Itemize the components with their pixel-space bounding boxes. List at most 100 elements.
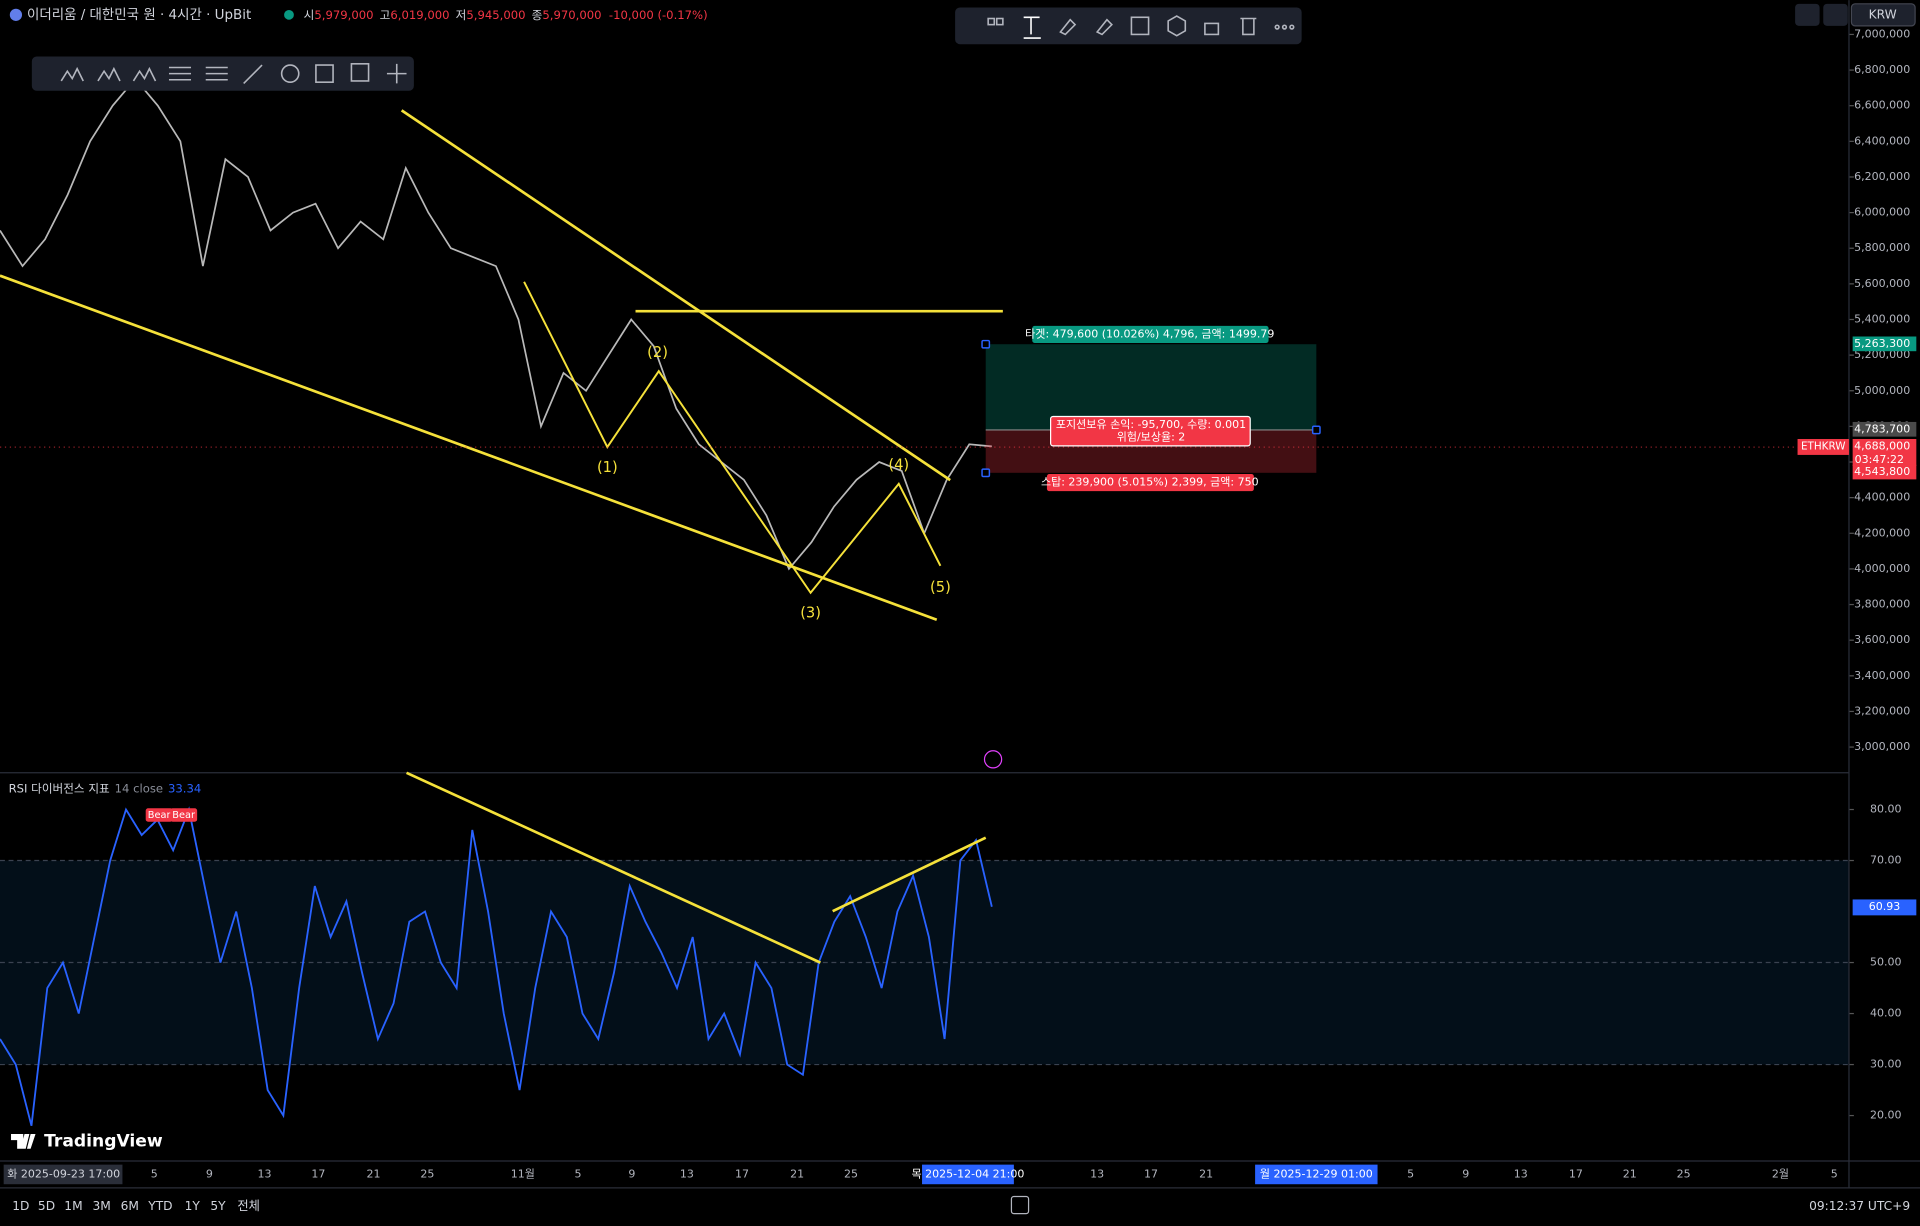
ohlc: 시5,979,000 고6,019,000 저5,945,000 종5,970,000… (304, 7, 708, 21)
icon[interactable] (1095, 18, 1113, 36)
icon[interactable] (995, 17, 1004, 26)
range-button[interactable]: YTD (147, 1199, 172, 1213)
rsi-band (0, 860, 1849, 1065)
x-tick-label: 11월 (511, 1167, 535, 1180)
stop-label-bg (1046, 474, 1254, 492)
icon[interactable] (1274, 24, 1280, 30)
x-tick-label: 13 (1514, 1167, 1528, 1180)
date-highlight (1255, 1164, 1378, 1185)
icon[interactable] (315, 64, 334, 83)
icon[interactable] (243, 64, 263, 84)
y-tick-label: 3,200,000 (1854, 704, 1910, 717)
icon[interactable] (280, 64, 300, 83)
texts: 이더리움 / 대한민국 원 · 4시간 · UpBit 시5,979,000 고6,… (3, 7, 1917, 1213)
handle[interactable] (981, 339, 991, 349)
icon[interactable] (97, 66, 121, 82)
currency-button[interactable] (1850, 3, 1916, 27)
button[interactable] (1823, 3, 1848, 26)
icon[interactable] (1023, 16, 1041, 39)
rsi-badge (1852, 899, 1917, 916)
x-tick-label: 21 (366, 1167, 380, 1180)
range-button[interactable]: 전체 (237, 1199, 260, 1213)
icon[interactable] (1204, 22, 1220, 36)
x-tick-label: 5 (1831, 1167, 1838, 1180)
icon[interactable] (1289, 24, 1295, 30)
ohlc-key: 고 (380, 7, 391, 21)
wave-label: (5) (930, 579, 951, 596)
icon[interactable] (1059, 18, 1077, 36)
y-tick-label: 6,200,000 (1854, 170, 1910, 183)
range-button[interactable]: 1D (12, 1199, 29, 1213)
icon[interactable] (1130, 16, 1150, 36)
x-tick-label: 25 (844, 1167, 858, 1180)
ratio-label: 위험/보상율: 2 (1117, 430, 1186, 443)
range-button[interactable]: 5D (38, 1199, 55, 1213)
wave-path[interactable] (523, 281, 942, 595)
calendar-icon[interactable] (1010, 1195, 1030, 1215)
icon[interactable] (60, 66, 84, 82)
price-badge (1852, 421, 1917, 437)
target-zone[interactable] (985, 344, 1317, 430)
rsi-line (0, 806, 993, 1127)
rsi-trend-line[interactable] (405, 771, 821, 964)
icon[interactable] (987, 17, 996, 26)
range-button[interactable]: 3M (92, 1199, 110, 1213)
handle[interactable] (1311, 425, 1321, 435)
signal-bg (145, 808, 173, 822)
price-badge-label: 4,783,700 (1854, 422, 1910, 435)
wave-label: (3) (800, 605, 821, 622)
handle[interactable] (981, 468, 991, 478)
signal-bg (170, 808, 198, 822)
price-badge-label: 4,688,000 (1854, 439, 1910, 452)
rsi-legend: RSI 다이버전스 지표 14 close 33.34 (9, 781, 202, 795)
trend-line[interactable] (0, 274, 938, 621)
y-tick-label: 6,000,000 (1854, 206, 1910, 219)
icon[interactable] (1167, 15, 1187, 37)
x-tick-label: 13 (1090, 1167, 1104, 1180)
range-button[interactable]: 5Y (210, 1199, 226, 1213)
icon[interactable] (386, 63, 407, 84)
y-tick-label: 7,000,000 (1854, 27, 1910, 40)
target-label: 타겟: 479,600 (10.026%) 4,796, 금액: 1499.79 (1025, 327, 1274, 340)
drawings[interactable] (0, 109, 1003, 964)
y-tick-label: 3,000,000 (1854, 740, 1910, 753)
x-tick-label: 9 (1462, 1167, 1469, 1180)
icon[interactable] (1240, 17, 1257, 36)
range-button[interactable]: 1Y (185, 1199, 201, 1213)
x-tick-label: 17 (1569, 1167, 1583, 1180)
start-date: 화 2025-09-23 17:00 (7, 1167, 120, 1180)
icon[interactable] (350, 63, 370, 82)
y-tick-label: 4,200,000 (1854, 526, 1910, 539)
price-badge (1852, 464, 1917, 480)
y-tick-label: 5,000,000 (1854, 384, 1910, 397)
wave-label: (2) (647, 344, 668, 361)
currency: KRW (1869, 7, 1897, 21)
alert-icon[interactable] (983, 750, 1003, 769)
signal-label: Bear (148, 810, 172, 821)
icon[interactable] (132, 66, 157, 82)
pnl-label: 포지션보유 손익: -95,700, 수량: 0.001 (1056, 418, 1246, 431)
icon[interactable] (205, 66, 228, 81)
symbol-icon (9, 8, 23, 21)
countdown: 03:47:22 (1855, 453, 1904, 466)
button[interactable] (1795, 3, 1820, 26)
rsi-params: 14 close (115, 781, 163, 795)
x-tick-label: 21 (1199, 1167, 1213, 1180)
logo-mark (11, 1134, 36, 1149)
price-badge-label: 4,543,800 (1854, 465, 1910, 478)
price-line (0, 77, 992, 571)
x-tick-label: 9 (206, 1167, 213, 1180)
y-tick-label: 6,800,000 (1854, 63, 1910, 76)
price-badge (1852, 336, 1917, 352)
trend-line[interactable] (400, 109, 951, 482)
start-date-bg (3, 1164, 123, 1185)
x-tick-label: 25 (420, 1167, 434, 1180)
rsi-trend-line[interactable] (832, 836, 987, 913)
icon[interactable] (168, 66, 192, 81)
date-highlight-label: 월 2025-12-29 01:00 (1260, 1167, 1373, 1180)
range-button[interactable]: 1M (64, 1199, 82, 1213)
icon[interactable] (1281, 24, 1288, 30)
range-button[interactable]: 6M (121, 1199, 139, 1213)
handles[interactable] (981, 339, 1321, 478)
